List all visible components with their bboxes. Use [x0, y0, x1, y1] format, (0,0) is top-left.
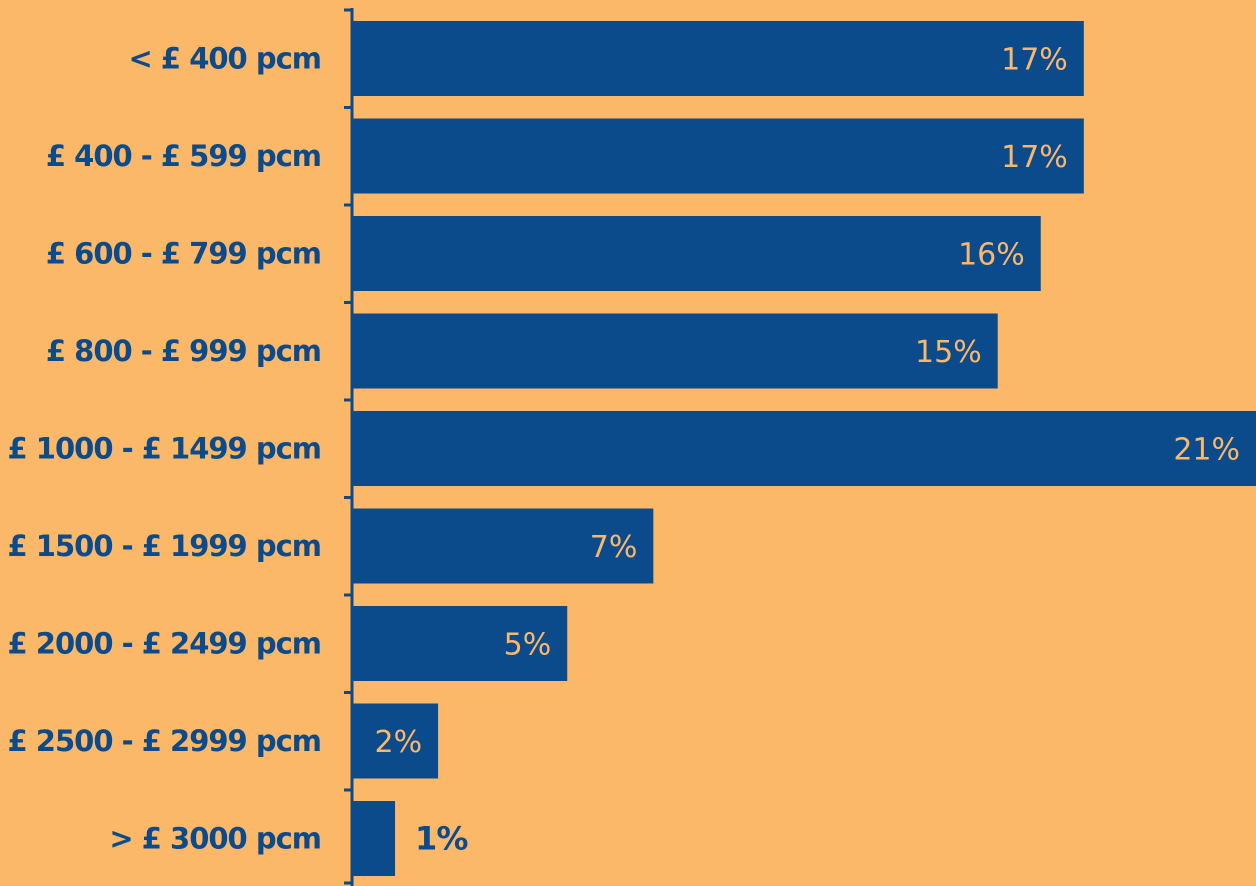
- bar-group: [352, 21, 1256, 876]
- bar: [352, 21, 1084, 96]
- bar: [352, 508, 654, 584]
- category-label: > £ 3000 pcm: [109, 822, 321, 856]
- category-label: £ 400 - £ 599 pcm: [46, 139, 321, 173]
- category-label: £ 800 - £ 999 pcm: [46, 334, 321, 368]
- value-label: 5%: [504, 628, 552, 663]
- bar: [352, 411, 1256, 486]
- value-label: 2%: [375, 725, 423, 760]
- bar: [352, 313, 998, 389]
- category-label: < £ 400 pcm: [129, 42, 321, 76]
- value-label: 17%: [1001, 140, 1068, 175]
- category-label: £ 600 - £ 799 pcm: [46, 237, 321, 271]
- label-group: < £ 400 pcm 17% £ 400 - £ 599 pcm 17% £ 600 …: [8, 42, 1240, 858]
- value-label: 15%: [915, 335, 982, 370]
- value-label: 7%: [590, 530, 638, 565]
- category-label: £ 2500 - £ 2999 pcm: [8, 724, 321, 758]
- bar: [352, 703, 439, 779]
- bar: [352, 118, 1084, 194]
- category-label: £ 1000 - £ 1499 pcm: [8, 432, 321, 466]
- bar: [352, 801, 396, 876]
- value-label: 16%: [958, 238, 1025, 273]
- bar: [352, 606, 568, 681]
- category-label: £ 2000 - £ 2499 pcm: [8, 627, 321, 661]
- value-label: 17%: [1001, 43, 1068, 78]
- value-label: 21%: [1173, 433, 1240, 468]
- category-axis: [344, 8, 354, 886]
- bar: [352, 216, 1041, 291]
- value-label: 1%: [415, 820, 468, 858]
- category-label: £ 1500 - £ 1999 pcm: [8, 529, 321, 563]
